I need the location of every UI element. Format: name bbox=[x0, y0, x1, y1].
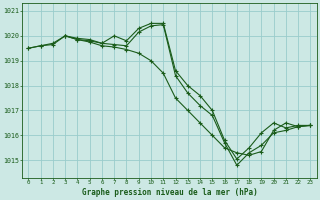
X-axis label: Graphe pression niveau de la mer (hPa): Graphe pression niveau de la mer (hPa) bbox=[82, 188, 257, 197]
